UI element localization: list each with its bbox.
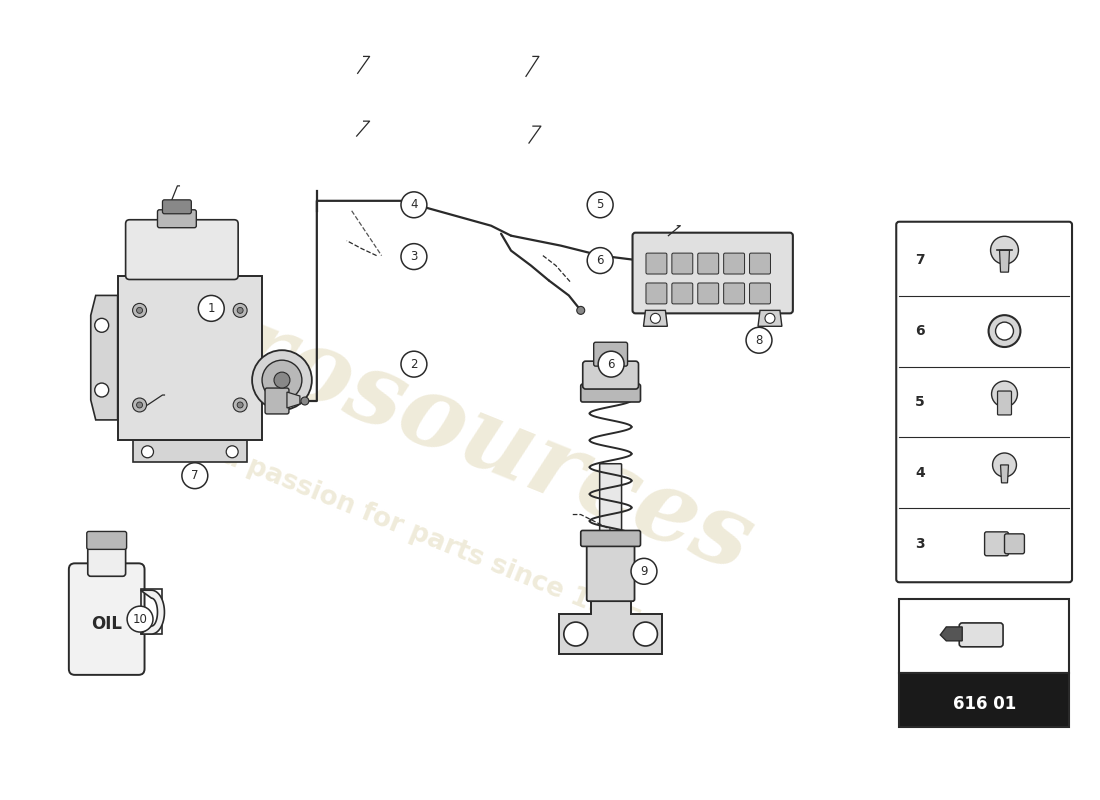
Text: 9: 9 [640,565,648,578]
FancyBboxPatch shape [899,599,1069,673]
Circle shape [182,462,208,489]
Text: 7: 7 [915,253,925,267]
Circle shape [252,350,311,410]
Polygon shape [940,627,962,641]
Circle shape [95,383,109,397]
Text: 5: 5 [596,198,604,211]
Text: a passion for parts since 1985: a passion for parts since 1985 [218,443,645,636]
Polygon shape [1001,465,1009,483]
Circle shape [989,315,1021,347]
Text: eurosources: eurosources [96,247,767,593]
Circle shape [233,398,248,412]
Text: 2: 2 [410,358,418,370]
Circle shape [136,307,143,314]
FancyBboxPatch shape [583,361,638,389]
Circle shape [133,303,146,318]
Text: 4: 4 [915,466,925,480]
Circle shape [136,402,143,408]
Circle shape [598,351,624,377]
Text: OIL: OIL [91,615,122,633]
Circle shape [631,558,657,584]
Circle shape [95,318,109,332]
Polygon shape [287,392,300,408]
Circle shape [227,446,238,458]
FancyBboxPatch shape [724,253,745,274]
Circle shape [402,192,427,218]
Text: 3: 3 [410,250,418,263]
Circle shape [142,446,154,458]
FancyBboxPatch shape [896,222,1072,582]
FancyBboxPatch shape [581,530,640,546]
Polygon shape [133,440,248,462]
Circle shape [238,307,243,314]
FancyBboxPatch shape [87,531,126,550]
Text: 5: 5 [915,395,925,409]
FancyBboxPatch shape [646,253,667,274]
FancyBboxPatch shape [265,388,289,414]
FancyBboxPatch shape [69,563,144,675]
Text: 1: 1 [208,302,214,315]
FancyBboxPatch shape [697,283,718,304]
FancyBboxPatch shape [998,391,1012,415]
Circle shape [587,192,613,218]
Circle shape [634,622,658,646]
Circle shape [996,322,1013,340]
Polygon shape [141,590,164,634]
Text: 6: 6 [915,324,925,338]
Circle shape [262,360,301,400]
Circle shape [238,402,243,408]
Polygon shape [758,310,782,326]
FancyBboxPatch shape [984,532,1009,556]
FancyBboxPatch shape [88,542,125,576]
FancyBboxPatch shape [594,342,627,366]
Text: 3: 3 [915,537,925,551]
FancyBboxPatch shape [125,220,238,279]
Circle shape [650,314,660,323]
FancyBboxPatch shape [581,384,640,402]
FancyBboxPatch shape [697,253,718,274]
Polygon shape [644,310,668,326]
FancyBboxPatch shape [749,283,770,304]
Circle shape [274,372,290,388]
Circle shape [402,244,427,270]
FancyBboxPatch shape [600,464,621,541]
Circle shape [133,398,146,412]
FancyBboxPatch shape [1004,534,1024,554]
FancyBboxPatch shape [646,283,667,304]
Text: 8: 8 [756,334,762,346]
Polygon shape [559,599,662,654]
FancyBboxPatch shape [157,210,196,228]
Text: 7: 7 [191,469,199,482]
Text: 6: 6 [607,358,615,370]
Circle shape [991,236,1019,264]
Circle shape [746,327,772,353]
Circle shape [991,381,1018,407]
Circle shape [764,314,774,323]
Circle shape [564,622,587,646]
FancyBboxPatch shape [672,253,693,274]
Circle shape [198,295,224,322]
FancyBboxPatch shape [749,253,770,274]
Text: 10: 10 [133,613,147,626]
Text: 4: 4 [410,198,418,211]
Circle shape [233,303,248,318]
Circle shape [576,306,585,314]
Circle shape [301,397,309,405]
FancyBboxPatch shape [959,623,1003,647]
Circle shape [402,351,427,377]
FancyBboxPatch shape [586,533,635,601]
FancyBboxPatch shape [672,283,693,304]
Circle shape [992,453,1016,477]
FancyBboxPatch shape [724,283,745,304]
Text: 6: 6 [596,254,604,267]
Circle shape [587,248,613,274]
Polygon shape [91,295,118,420]
FancyBboxPatch shape [899,673,1069,726]
FancyBboxPatch shape [163,200,191,214]
Polygon shape [118,275,262,440]
Circle shape [128,606,153,632]
Text: 616 01: 616 01 [953,694,1015,713]
Polygon shape [1000,250,1010,272]
FancyBboxPatch shape [632,233,793,314]
